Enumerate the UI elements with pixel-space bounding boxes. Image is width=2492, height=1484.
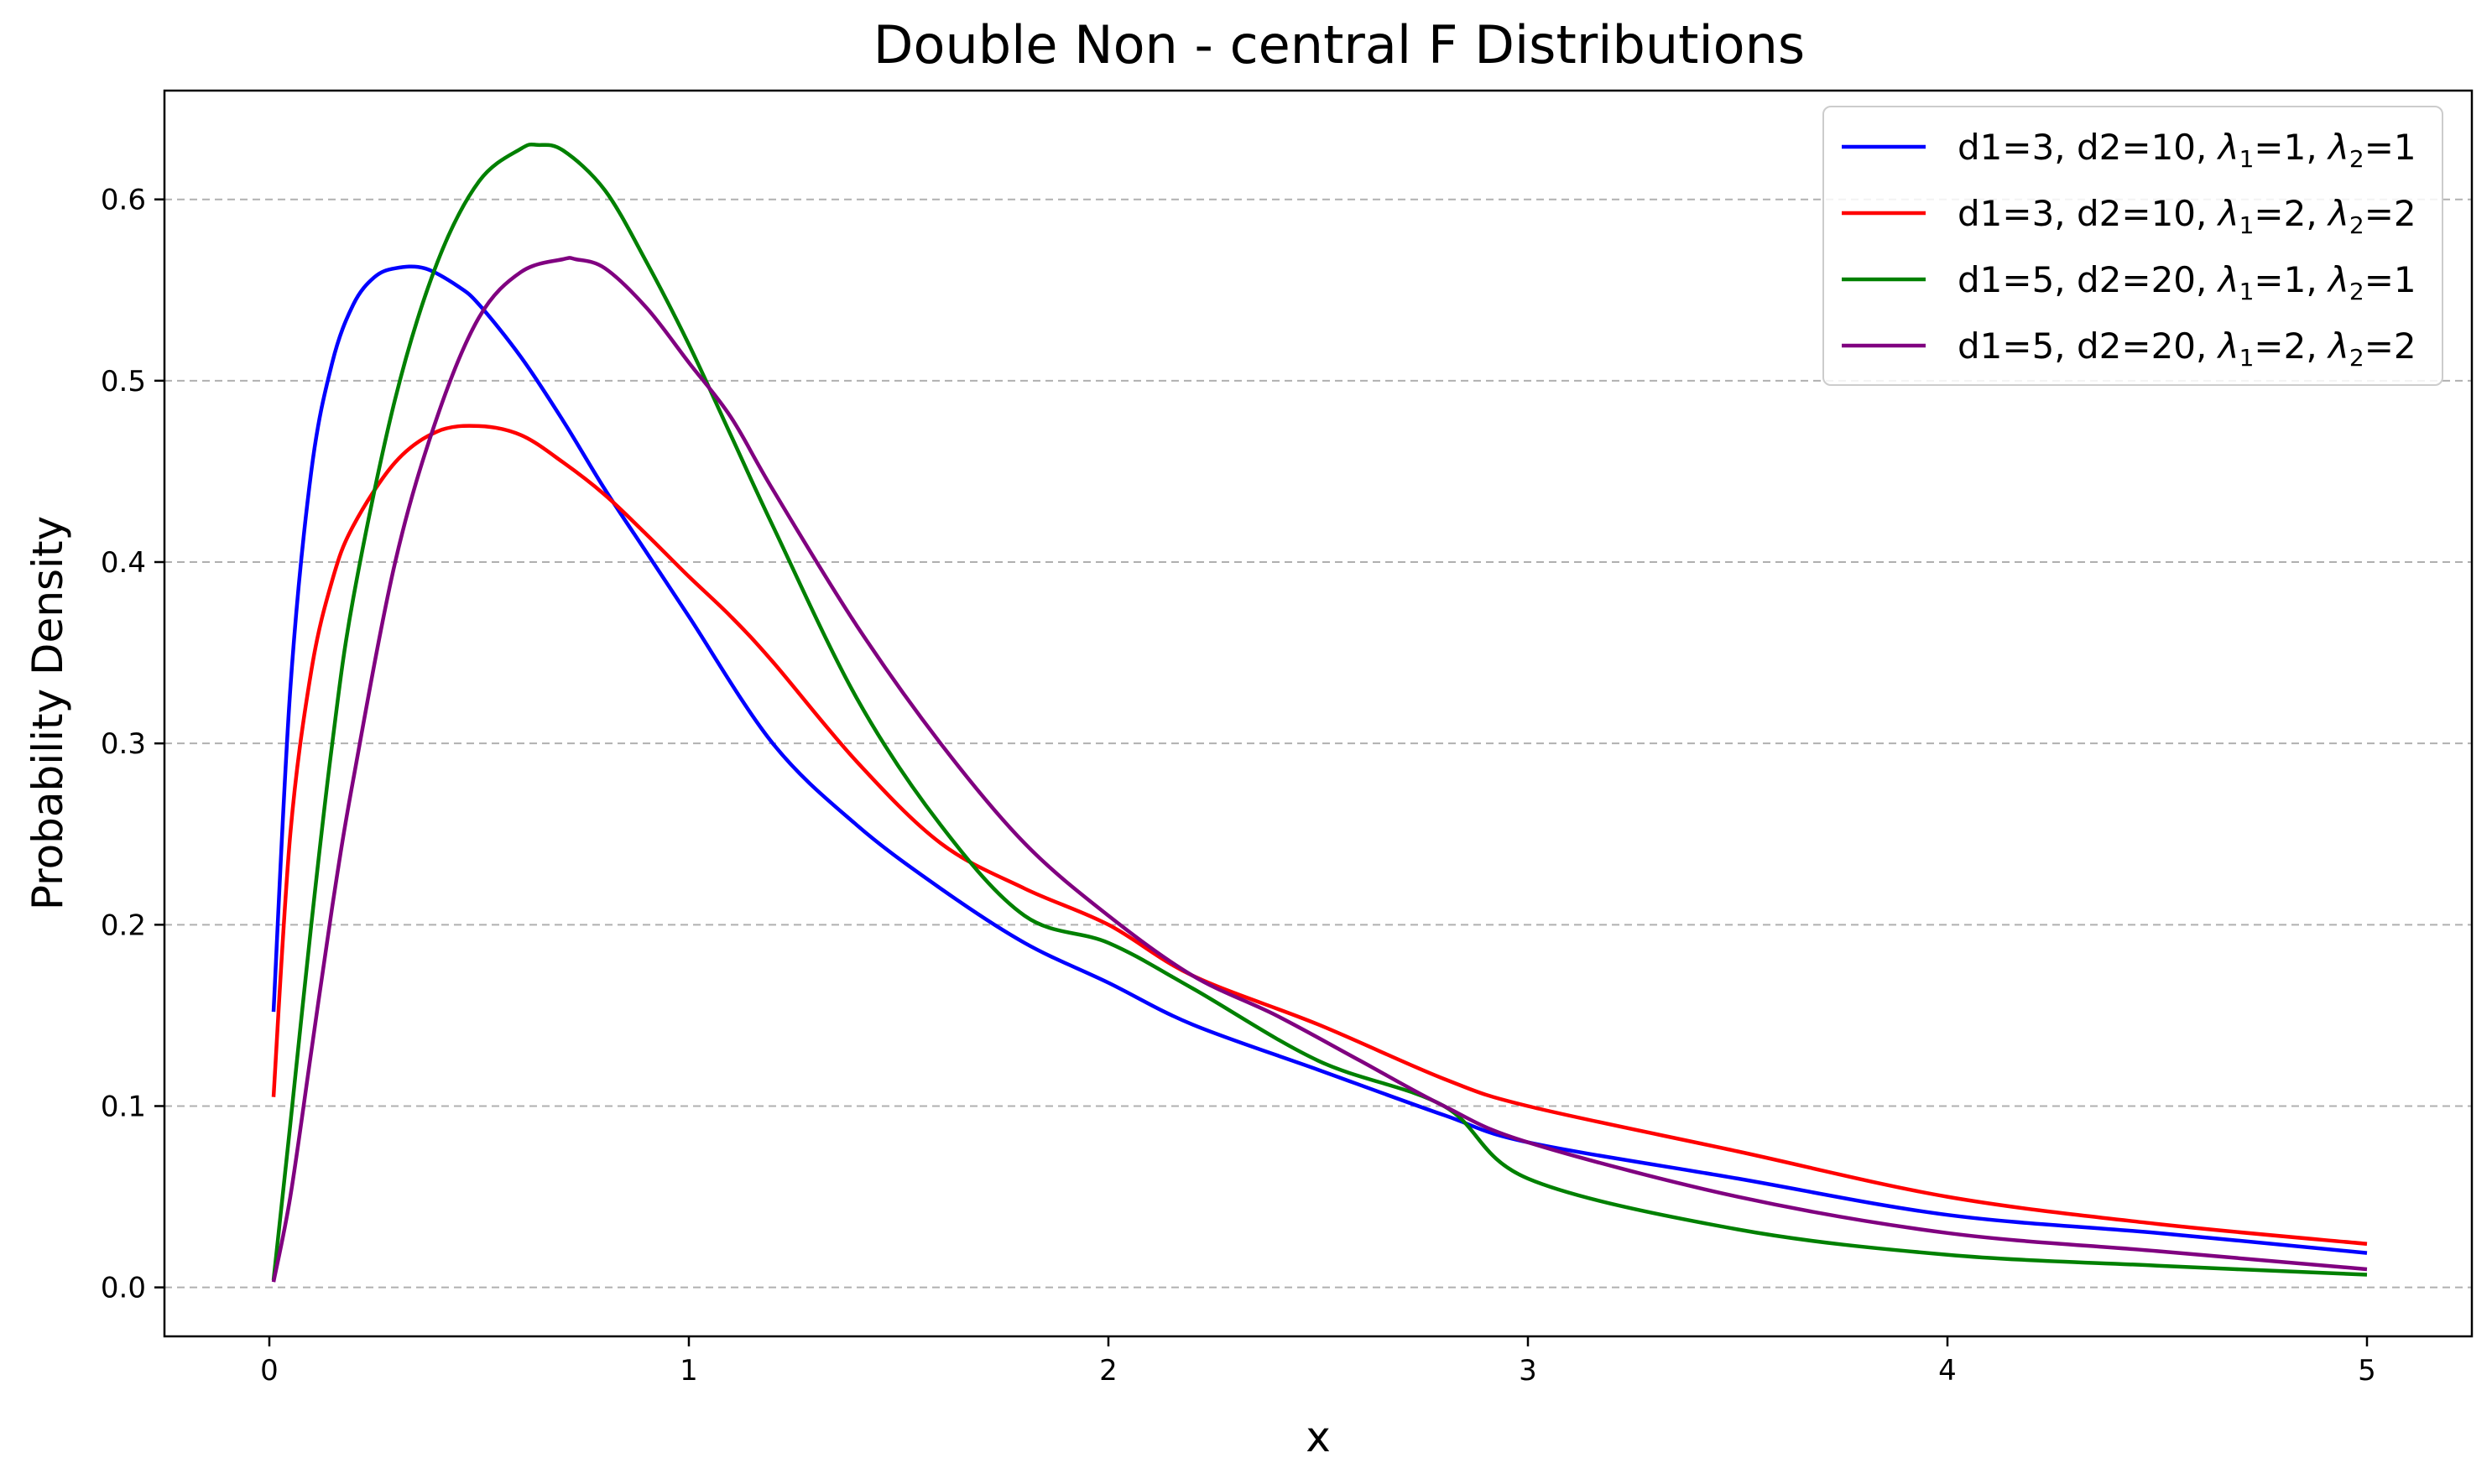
y-tick-label-1: 0.1 [101, 1090, 146, 1123]
y-tick-label-6: 0.6 [101, 184, 146, 217]
legend: d1=3, d2=10, λ1=1, λ2=1 d1=3, d2=10, λ1=2… [1822, 106, 2443, 386]
series-line-2 [271, 142, 2368, 1281]
x-tick-label-1: 1 [680, 1354, 698, 1388]
x-tick-label-4: 4 [1938, 1354, 1957, 1388]
y-axis-label: Probability Density [23, 516, 72, 910]
x-tick-label-2: 2 [1099, 1354, 1118, 1388]
series-lines [271, 142, 2368, 1283]
x-tick-label-3: 3 [1519, 1354, 1537, 1388]
x-tick-label-0: 0 [260, 1354, 279, 1388]
y-tick-label-4: 0.4 [101, 546, 146, 580]
plot-frame [163, 89, 2474, 1338]
y-tick-label-2: 0.2 [101, 909, 146, 942]
x-axis-label: x [1306, 1413, 1331, 1461]
x-tick-label-5: 5 [2358, 1354, 2376, 1388]
y-tick-label-5: 0.5 [101, 365, 146, 398]
axis-ticks: 0 1 2 3 4 5 0.0 0.1 0.2 0.3 0.4 0.5 0.6 [101, 184, 2376, 1388]
y-tick-label-0: 0.0 [101, 1272, 146, 1305]
series-line-1 [271, 424, 2368, 1247]
series-line-0 [271, 264, 2368, 1255]
grid-lines [164, 198, 2472, 1289]
y-tick-label-3: 0.3 [101, 727, 146, 761]
legend-label-2: d1=5, d2=20, λ1=1, λ2=1 [1958, 259, 2416, 305]
legend-label-3: d1=5, d2=20, λ1=2, λ2=2 [1958, 325, 2416, 372]
legend-label-1: d1=3, d2=10, λ1=2, λ2=2 [1958, 193, 2416, 239]
legend-box [1822, 106, 2443, 386]
legend-label-0: d1=3, d2=10, λ1=1, λ2=1 [1958, 127, 2416, 173]
chart-title: Double Non - central F Distributions [873, 14, 1805, 76]
series-line-3 [271, 256, 2368, 1283]
